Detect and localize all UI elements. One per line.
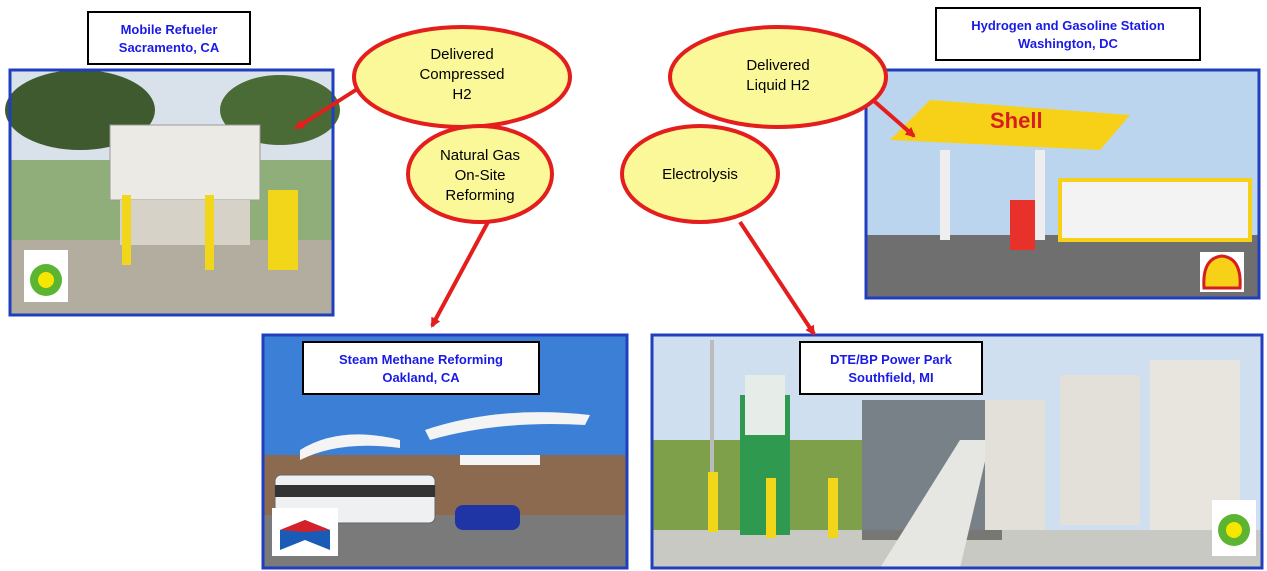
pathway-electrolysis: Electrolysis bbox=[622, 126, 778, 222]
site-title: DTE/BP Power Park bbox=[830, 352, 953, 367]
caption-mobile: Mobile Refueler Sacramento, CA bbox=[88, 12, 250, 64]
site-title: Steam Methane Reforming bbox=[339, 352, 503, 367]
site-location: Sacramento, CA bbox=[119, 40, 220, 55]
caption-oakland: Steam Methane Reforming Oakland, CA bbox=[303, 342, 539, 394]
photo-mobile-refueler bbox=[5, 70, 340, 315]
photo-shell-station: Shell bbox=[866, 70, 1259, 298]
pathway-liquid: Delivered Liquid H2 bbox=[670, 27, 886, 127]
pathway-reforming: Natural Gas On-Site Reforming bbox=[408, 126, 552, 222]
caption-washington: Hydrogen and Gasoline Station Washington… bbox=[936, 8, 1200, 60]
site-title: Mobile Refueler bbox=[121, 22, 218, 37]
pathway-label: Reforming bbox=[445, 187, 514, 204]
pathway-label: Compressed bbox=[419, 66, 504, 83]
pathway-label: Natural Gas bbox=[440, 147, 520, 164]
site-location: Oakland, CA bbox=[382, 370, 460, 385]
pathway-label: Delivered bbox=[746, 57, 809, 74]
pathway-label: Delivered bbox=[430, 46, 493, 63]
pathway-label: On-Site bbox=[455, 167, 506, 184]
shell-sign: Shell bbox=[990, 108, 1043, 133]
caption-southfield: DTE/BP Power Park Southfield, MI bbox=[800, 342, 982, 394]
site-location: Washington, DC bbox=[1018, 36, 1119, 51]
pathway-compressed: Delivered Compressed H2 bbox=[354, 27, 570, 127]
pathway-label: H2 bbox=[452, 86, 471, 103]
pathway-label: Electrolysis bbox=[662, 166, 738, 183]
pathway-label: Liquid H2 bbox=[746, 77, 809, 94]
diagram: Shell Delivered Compressed H2 Delivered … bbox=[0, 0, 1267, 571]
site-location: Southfield, MI bbox=[848, 370, 933, 385]
site-title: Hydrogen and Gasoline Station bbox=[971, 18, 1165, 33]
